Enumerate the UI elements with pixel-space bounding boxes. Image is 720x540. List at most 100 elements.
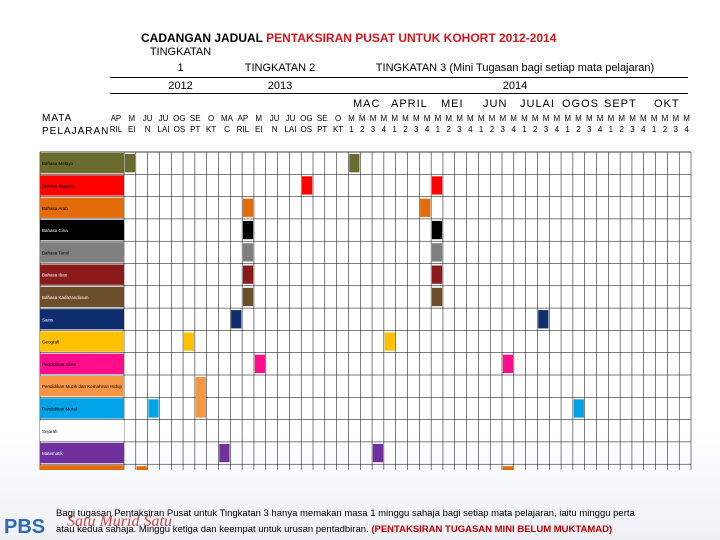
subject-label: Bahasa Inggeris [42,183,75,188]
subject-swatch [40,398,124,419]
week-number: 3 [673,125,678,134]
month-abbr-top: OG [173,114,186,123]
month-abbr-top: OG [300,114,313,123]
week-letter: M [661,114,669,123]
ting3-year: 2014 [502,80,528,92]
week-number: 1 [522,125,527,134]
week-number: 4 [597,125,603,134]
subject-swatch [40,175,124,196]
month-abbr-top: M [255,114,263,123]
week-number: 1 [565,125,570,134]
week-number: 2 [359,125,365,134]
subject-swatch [40,331,124,352]
week-letter: M [575,114,582,123]
week-letter: M [672,114,680,123]
week-number: 3 [370,125,376,134]
schedule-cell [231,310,242,329]
week-letter: M [434,114,442,123]
week-number: 1 [435,125,441,134]
week-letter: M [521,114,528,123]
week-number: 1 [392,125,397,134]
week-letter: M [477,114,485,123]
subject-label: Sejarah [42,429,58,434]
week-letter: M [607,114,615,123]
header-divider-1 [110,77,688,78]
subject-swatch [40,264,124,285]
schedule-cell [183,332,195,351]
footer-note-line1: Bagi tugasan Pentaksiran Pusat untuk Tin… [56,508,635,519]
subject-label: Matematik [42,451,64,456]
subject-label: Pendidikan Muzik dan Kemahiran Hidup [42,384,123,389]
week-number: 2 [662,125,668,134]
month-sept: SEPT [604,98,637,110]
subject-swatch [40,376,124,397]
month-okt: OKT [654,98,680,110]
subject-swatch [40,353,124,374]
subject-swatch [40,219,124,241]
week-number: 3 [500,125,505,134]
week-number: 4 [641,125,646,134]
week-number: 1 [651,125,657,134]
week-number: 3 [543,125,549,134]
month-julai: JULAI [520,98,555,110]
week-letter: M [510,114,517,123]
month-abbr-top: AP [237,114,249,123]
week-letter: M [564,114,571,123]
week-letter: M [488,114,496,123]
week-number: 1 [608,125,614,134]
month-jun: JUN [483,98,508,110]
month-abbr-bottom: KT [332,125,344,134]
subject-swatch [40,309,124,330]
week-letter: M [499,114,507,123]
week-number: 4 [511,125,516,134]
schedule-cell [431,287,443,307]
month-abbr-bottom: EI [254,125,263,134]
week-number: 4 [468,125,473,134]
month-mei: MEI [441,98,464,110]
schedule-cell [242,287,254,307]
month-abbr-top: M [128,114,136,123]
month-april: APRIL [391,98,428,110]
month-abbr-bottom: KT [206,125,217,134]
month-abbr-bottom: RIL [236,125,250,134]
subject-label: Bahasa Melayu [42,161,74,166]
month-abbr-top: JU [142,114,153,123]
schedule-cell [431,220,443,240]
month-abbr-bottom: PT [317,125,328,134]
footer-note-line2: atau kedua sahaja. Minggu ketiga dan kee… [56,524,612,535]
week-letter: M [683,114,690,123]
schedule-cell [254,354,265,373]
schedule-cell [148,399,159,418]
ting1-year: 2012 [168,80,193,92]
week-number: 2 [532,125,538,134]
schedule-cell [372,443,384,463]
schedule-cell [242,220,254,240]
week-letter: M [629,114,636,123]
schedule-cell [242,198,254,217]
subject-label: Sains [42,317,54,322]
week-number: 4 [381,125,387,134]
header-divider-2 [110,93,688,94]
ting3-label: TINGKATAN 3 (Mini Tugasan bagi setiap ma… [375,62,655,74]
week-letter: M [358,114,366,123]
week-letter: M [402,114,409,123]
week-number: 2 [446,125,451,134]
footer-note-warning: (PENTAKSIRAN TUGASAN MINI BELUM MUKTAMAD… [371,524,613,535]
subject-label: Bahasa Cina [42,228,68,233]
schedule-cell [301,176,313,195]
month-abbr-top: JU [285,114,296,123]
subject-label: Pendidikan Moral [42,406,77,411]
week-letter: M [412,114,420,123]
schedule-cell [124,154,136,173]
schedule-cell [502,466,514,470]
subject-label: Bahasa Iban [42,273,68,278]
month-abbr-bottom: LAI [284,125,297,134]
subject-swatch [40,442,124,464]
week-number: 2 [403,125,408,134]
schedule-cell [384,332,395,351]
subject-swatch [40,153,124,174]
week-number: 4 [684,125,689,134]
week-letter: M [445,114,453,123]
week-letter: M [618,114,626,123]
month-abbr-top: SE [316,114,328,123]
